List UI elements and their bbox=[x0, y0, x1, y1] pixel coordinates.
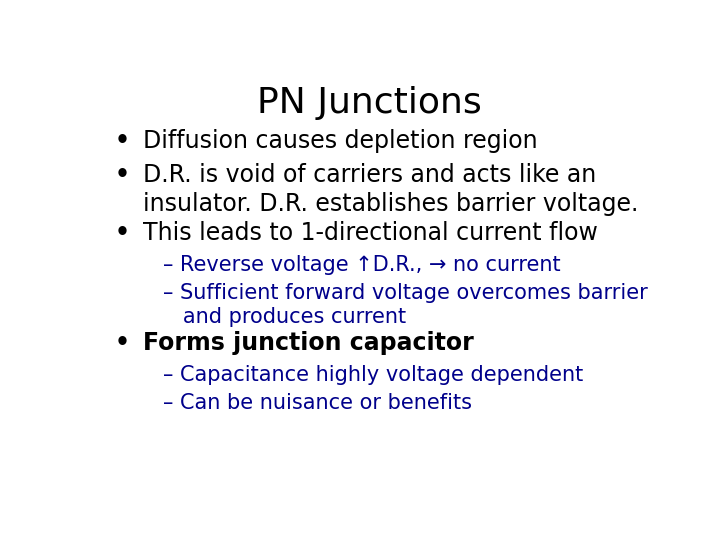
Text: Diffusion causes depletion region: Diffusion causes depletion region bbox=[143, 129, 538, 153]
Text: – Reverse voltage ↑D.R., → no current: – Reverse voltage ↑D.R., → no current bbox=[163, 255, 560, 275]
Text: •: • bbox=[115, 221, 130, 245]
Text: •: • bbox=[115, 129, 130, 153]
Text: – Capacitance highly voltage dependent: – Capacitance highly voltage dependent bbox=[163, 365, 582, 385]
Text: Forms junction capacitor: Forms junction capacitor bbox=[143, 331, 474, 355]
Text: •: • bbox=[115, 163, 130, 187]
Text: PN Junctions: PN Junctions bbox=[256, 85, 482, 119]
Text: This leads to 1-directional current flow: This leads to 1-directional current flow bbox=[143, 221, 598, 245]
Text: – Sufficient forward voltage overcomes barrier
   and produces current: – Sufficient forward voltage overcomes b… bbox=[163, 283, 647, 327]
Text: – Can be nuisance or benefits: – Can be nuisance or benefits bbox=[163, 393, 472, 413]
Text: D.R. is void of carriers and acts like an
insulator. D.R. establishes barrier vo: D.R. is void of carriers and acts like a… bbox=[143, 163, 639, 216]
Text: •: • bbox=[115, 331, 130, 355]
